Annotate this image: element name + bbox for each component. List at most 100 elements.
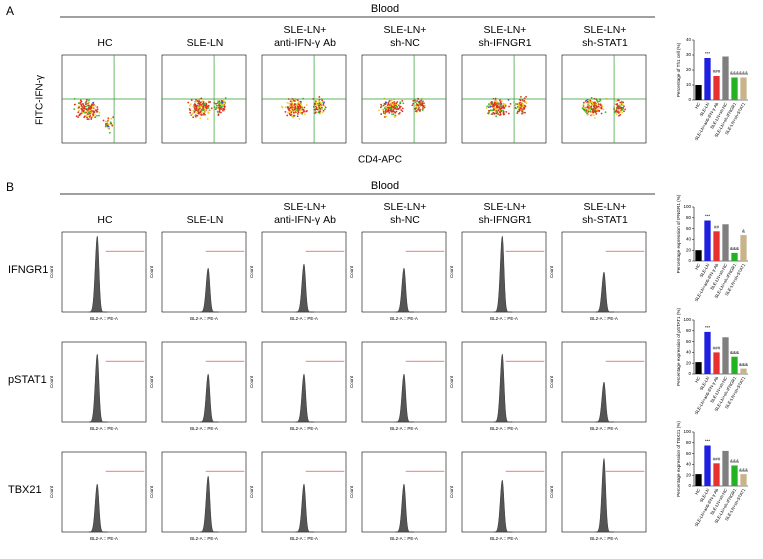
bar <box>713 76 720 100</box>
event-dot <box>110 122 112 125</box>
event-dot <box>590 113 593 116</box>
column-header: SLE-LN+ <box>584 24 627 36</box>
event-dot <box>595 113 598 115</box>
event-dot <box>590 105 593 108</box>
event-dot <box>317 111 320 114</box>
event-dot <box>87 107 90 110</box>
event-dot <box>92 104 95 107</box>
event-dot <box>98 114 100 117</box>
event-dot <box>584 106 587 109</box>
event-dot <box>199 117 202 120</box>
plot-frame <box>61 341 147 423</box>
event-dot <box>498 107 500 109</box>
event-dot <box>192 109 195 112</box>
event-dot <box>495 115 498 118</box>
axis-label: BL2-A :: PE-A <box>290 426 318 431</box>
event-dot <box>390 99 393 102</box>
event-dot <box>106 121 109 123</box>
event-dot <box>412 102 415 105</box>
axis-label: Count <box>49 485 54 498</box>
event-dot <box>395 110 398 113</box>
event-dot <box>220 111 222 114</box>
event-dot <box>292 114 295 117</box>
event-dot <box>323 105 326 107</box>
event-dot <box>624 108 626 111</box>
column-header: anti-IFN-γ Ab <box>274 37 336 49</box>
axis-label: Count <box>449 485 454 498</box>
bar <box>731 77 738 100</box>
event-dot <box>518 108 521 111</box>
event-dot <box>499 111 501 114</box>
event-dot <box>205 102 208 105</box>
event-dot <box>196 111 199 114</box>
y-tick-label: 60 <box>686 451 692 456</box>
event-dot <box>111 124 114 127</box>
event-dot <box>623 105 625 108</box>
y-axis-label: Percentage expression of pSTAT1 (%) <box>676 308 681 386</box>
event-dot <box>305 104 308 106</box>
event-dot <box>201 108 203 111</box>
event-dot <box>616 106 618 109</box>
event-dot <box>318 96 321 98</box>
event-dot <box>189 111 192 114</box>
flow-plot <box>461 54 547 144</box>
event-dot <box>585 109 588 112</box>
event-dot <box>501 106 504 109</box>
event-dot <box>286 101 289 104</box>
axis-label: Count <box>349 485 354 498</box>
event-dot <box>389 107 392 110</box>
event-dot <box>387 109 390 112</box>
flow-plot <box>61 54 147 144</box>
significance-label: &&& <box>739 71 748 76</box>
event-dot <box>205 106 207 109</box>
event-dot <box>379 106 382 109</box>
event-dot <box>499 108 502 111</box>
plot-frame <box>61 231 147 313</box>
event-dot <box>204 109 207 112</box>
event-dot <box>316 102 319 105</box>
row-label: IFNGR1 <box>8 264 48 276</box>
axis-label: BL2-A :: PE-A <box>490 536 518 541</box>
event-dot <box>294 107 297 110</box>
event-dot <box>85 105 88 108</box>
event-dot <box>400 109 403 111</box>
event-dot <box>411 104 414 107</box>
event-dot <box>321 99 324 102</box>
axis-label: Count <box>49 265 54 278</box>
event-dot <box>223 106 226 109</box>
histogram-peak <box>295 373 315 423</box>
event-dot <box>288 109 291 111</box>
event-dot <box>199 110 202 113</box>
event-dot <box>620 104 623 107</box>
bar <box>731 252 738 261</box>
event-dot <box>86 118 89 121</box>
event-dot <box>85 114 88 117</box>
event-dot <box>85 102 88 105</box>
event-dot <box>83 107 86 110</box>
event-dot <box>593 104 596 107</box>
event-dot <box>219 103 222 106</box>
bar <box>713 231 720 261</box>
event-dot <box>87 118 90 120</box>
event-dot <box>495 112 498 115</box>
event-dot <box>393 101 396 103</box>
event-dot <box>507 112 510 115</box>
event-dot <box>488 103 490 105</box>
event-dot <box>623 110 625 113</box>
event-dot <box>514 106 517 109</box>
event-dot <box>524 105 527 108</box>
event-dot <box>487 110 490 112</box>
event-dot <box>198 108 200 111</box>
event-dot <box>81 103 84 105</box>
event-dot <box>107 126 109 129</box>
event-dot <box>298 117 301 120</box>
event-dot <box>619 101 622 104</box>
event-dot <box>286 106 289 109</box>
event-dot <box>414 99 416 102</box>
event-dot <box>401 107 404 110</box>
event-dot <box>296 99 299 102</box>
axis-label: Count <box>449 265 454 278</box>
